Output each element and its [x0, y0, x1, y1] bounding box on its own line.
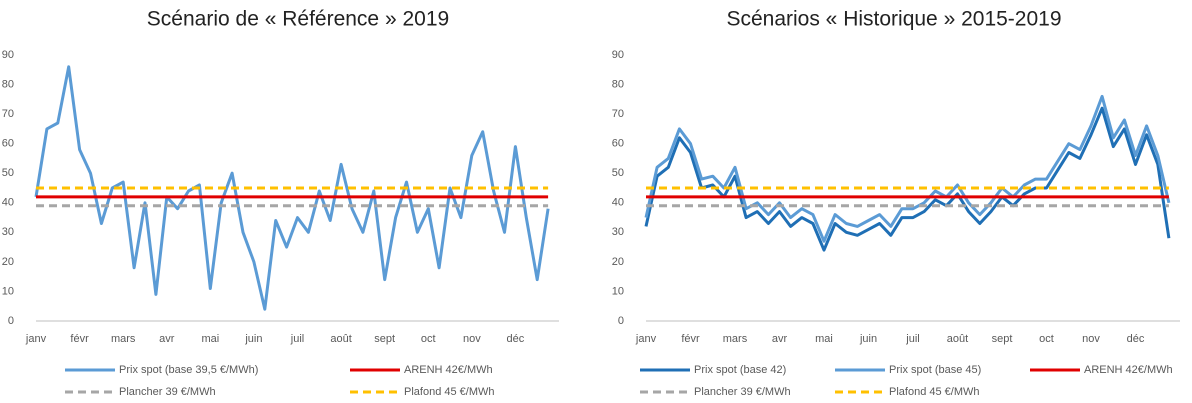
- x-tick-label: févr: [681, 333, 700, 345]
- y-tick-label: 80: [2, 78, 14, 90]
- y-tick-label: 70: [612, 108, 624, 120]
- y-tick-label: 10: [2, 285, 14, 297]
- y-tick-label: 90: [2, 49, 14, 61]
- x-tick-label: août: [330, 333, 351, 345]
- x-tick-label: janv: [635, 333, 657, 345]
- x-tick-label: oct: [421, 333, 436, 345]
- legend-label: Prix spot (base 39,5 €/MWh): [119, 364, 258, 376]
- x-tick-label: nov: [1082, 333, 1100, 345]
- series-line: [34, 65, 550, 311]
- y-tick-label: 20: [612, 256, 624, 268]
- series-line: [644, 106, 1171, 252]
- y-tick-label: 0: [618, 315, 624, 327]
- legend-label: Prix spot (base 42): [694, 364, 786, 376]
- chart-title: Scénario de « Référence » 2019: [147, 8, 449, 31]
- y-tick-label: 70: [2, 108, 14, 120]
- legend-label: Plancher 39 €/MWh: [694, 386, 791, 398]
- y-tick-label: 50: [2, 167, 14, 179]
- y-tick-label: 50: [612, 167, 624, 179]
- y-tick-label: 60: [612, 138, 624, 150]
- x-tick-label: août: [947, 333, 968, 345]
- x-tick-label: nov: [463, 333, 481, 345]
- x-tick-label: janv: [25, 333, 47, 345]
- legend-label: Plafond 45 €/MWh: [404, 386, 495, 398]
- x-tick-label: sept: [992, 333, 1013, 345]
- x-tick-label: déc: [507, 333, 525, 345]
- legend-label: ARENH 42€/MWh: [1084, 364, 1173, 376]
- x-tick-label: mars: [111, 333, 136, 345]
- x-tick-label: juil: [290, 333, 304, 345]
- x-tick-label: mars: [723, 333, 748, 345]
- x-tick-label: juin: [244, 333, 262, 345]
- series-line: [644, 94, 1171, 243]
- x-tick-label: oct: [1039, 333, 1054, 345]
- legend-label: ARENH 42€/MWh: [404, 364, 493, 376]
- legend-label: Plafond 45 €/MWh: [889, 386, 980, 398]
- y-tick-label: 40: [612, 197, 624, 209]
- y-tick-label: 90: [612, 49, 624, 61]
- y-tick-label: 40: [2, 197, 14, 209]
- x-tick-label: juin: [859, 333, 877, 345]
- x-tick-label: mai: [815, 333, 833, 345]
- legend-label: Plancher 39 €/MWh: [119, 386, 216, 398]
- y-tick-label: 30: [2, 226, 14, 238]
- y-tick-label: 30: [612, 226, 624, 238]
- x-tick-label: déc: [1127, 333, 1145, 345]
- y-tick-label: 80: [612, 78, 624, 90]
- x-tick-label: avr: [772, 333, 788, 345]
- x-tick-label: févr: [70, 333, 89, 345]
- y-tick-label: 60: [2, 138, 14, 150]
- legend-label: Prix spot (base 45): [889, 364, 981, 376]
- x-tick-label: sept: [374, 333, 395, 345]
- x-tick-label: avr: [159, 333, 175, 345]
- chart-title: Scénarios « Historique » 2015-2019: [726, 8, 1061, 31]
- y-tick-label: 10: [612, 285, 624, 297]
- y-tick-label: 0: [8, 315, 14, 327]
- y-tick-label: 20: [2, 256, 14, 268]
- x-tick-label: juil: [905, 333, 919, 345]
- x-tick-label: mai: [201, 333, 219, 345]
